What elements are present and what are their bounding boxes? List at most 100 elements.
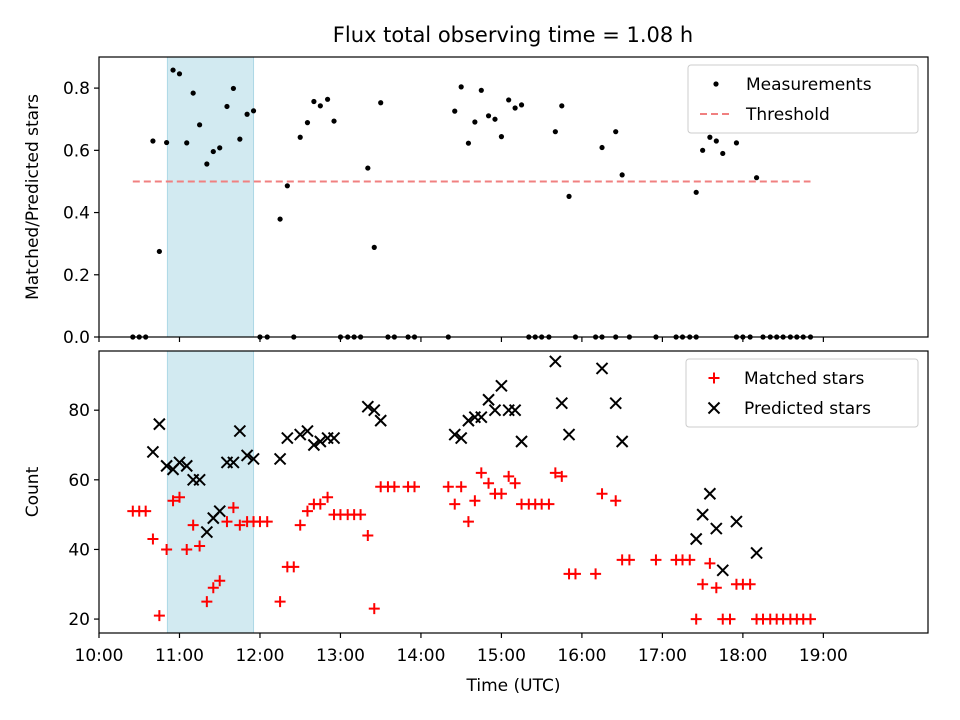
data-point — [475, 410, 488, 424]
data-point — [156, 248, 162, 255]
legend-box — [687, 64, 919, 134]
data-point — [610, 495, 622, 507]
data-point — [744, 578, 756, 590]
data-point — [590, 568, 602, 580]
count-panel: 20 40 60 80 10:00 11:00 12:00 13:00 14:00 15:00 16… — [23, 350, 929, 696]
data-point — [164, 139, 170, 146]
x-axis-label: Time (UTC) — [466, 676, 561, 696]
legend-box — [685, 358, 919, 428]
data-point — [250, 108, 257, 114]
data-point — [146, 445, 160, 459]
data-point — [609, 397, 622, 410]
data-point — [543, 498, 555, 510]
y-tick-label: 0.8 — [63, 79, 90, 99]
data-point — [368, 603, 380, 615]
data-point — [515, 435, 528, 448]
data-point — [506, 97, 512, 103]
legend-label: Measurements — [746, 75, 872, 95]
legend-marker — [708, 372, 720, 384]
data-point — [234, 519, 246, 531]
legend-marker — [707, 401, 721, 415]
highlight-span — [166, 350, 255, 634]
data-point — [213, 504, 226, 518]
data-point — [288, 561, 300, 573]
data-point — [327, 431, 341, 445]
data-point — [274, 596, 286, 608]
data-point — [595, 362, 609, 375]
data-point — [247, 452, 260, 466]
data-point — [559, 103, 565, 109]
data-point — [230, 85, 237, 92]
legend-label: Predicted stars — [744, 399, 871, 419]
data-point — [277, 216, 283, 222]
data-point — [750, 546, 763, 560]
legend: Matched stars Predicted stars — [685, 358, 919, 428]
data-point — [615, 435, 629, 448]
data-point — [449, 498, 461, 510]
chart-title: Flux total observing time = 1.08 h — [333, 23, 693, 47]
data-point — [153, 610, 165, 622]
y-tick-label: 60 — [68, 471, 90, 491]
data-point — [733, 140, 740, 146]
data-point — [301, 424, 314, 438]
data-point — [184, 140, 190, 146]
data-point — [409, 481, 421, 493]
data-point — [703, 487, 717, 500]
data-point — [700, 147, 706, 153]
y-tick-label: 0.0 — [63, 328, 90, 348]
data-point — [552, 129, 558, 135]
data-point — [207, 582, 219, 594]
data-point — [284, 183, 290, 189]
data-point — [710, 522, 723, 535]
data-point — [452, 108, 458, 114]
data-point — [684, 554, 696, 566]
data-point — [221, 516, 233, 528]
data-point — [193, 473, 206, 487]
data-point — [304, 120, 311, 126]
data-point — [650, 554, 662, 566]
data-point — [317, 103, 323, 109]
highlight-span — [166, 56, 255, 338]
x-tick-label: 18:00 — [718, 646, 767, 666]
data-point — [704, 557, 716, 569]
data-point — [549, 355, 562, 368]
data-point — [378, 100, 384, 106]
data-point — [498, 134, 505, 140]
data-point — [200, 525, 214, 539]
data-point — [693, 189, 699, 195]
data-point — [455, 481, 467, 493]
data-point — [689, 532, 703, 546]
data-point — [462, 414, 475, 427]
data-point — [724, 613, 736, 625]
legend-label: Threshold — [745, 105, 830, 125]
data-point — [469, 495, 481, 507]
data-point — [194, 540, 206, 552]
data-point — [322, 491, 334, 503]
y-tick-label: 0.6 — [63, 141, 90, 161]
data-point — [181, 543, 193, 555]
data-point — [176, 71, 183, 77]
y-axis-label: Count — [23, 466, 43, 517]
data-point — [204, 161, 210, 167]
x-tick-label: 15:00 — [477, 646, 526, 666]
x-tick-label: 17:00 — [638, 646, 687, 666]
data-point — [301, 505, 313, 517]
y-tick-label: 80 — [68, 401, 90, 421]
data-point — [454, 431, 468, 445]
data-point — [483, 477, 495, 489]
data-point — [508, 403, 522, 417]
legend-marker — [713, 81, 719, 87]
data-point — [503, 470, 515, 482]
data-point — [710, 582, 722, 594]
y-axis-label: Matched/Predicted stars — [23, 94, 43, 300]
data-point — [180, 459, 193, 473]
data-point — [190, 90, 196, 96]
ratio-panel: 0.0 0.2 0.4 0.6 0.8 Matched/Predicted stars Me… — [23, 56, 929, 348]
data-point — [707, 134, 713, 140]
data-point — [227, 456, 240, 469]
data-point — [273, 452, 287, 466]
data-point — [716, 564, 729, 577]
data-point — [294, 519, 306, 531]
data-point — [566, 193, 572, 199]
